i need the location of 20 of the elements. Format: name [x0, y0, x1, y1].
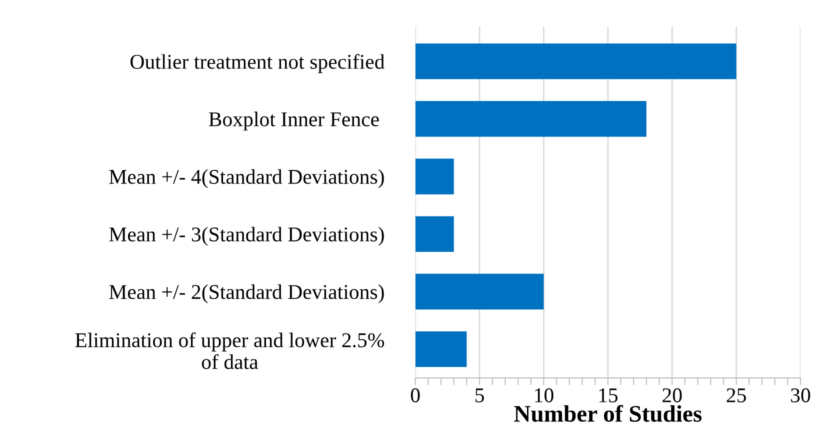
x-tick-label: 0: [410, 388, 420, 402]
y-tick-label: Outlier treatment not specified: [130, 54, 385, 74]
bar: [415, 274, 544, 310]
y-tick-label: Mean +/- 2(Standard Deviations): [109, 284, 384, 304]
x-tick-label: 30: [791, 388, 810, 402]
x-tick-label: 10: [535, 388, 554, 402]
y-tick-label: Mean +/- 3(Standard Deviations): [109, 226, 384, 246]
x-tick-label: 5: [476, 388, 484, 402]
y-tick-label: Mean +/- 4(Standard Deviations): [109, 169, 384, 188]
y-tick-label: Boxplot Inner Fence: [208, 112, 379, 131]
bar: [415, 331, 467, 368]
x-tick-label: 25: [726, 388, 746, 402]
bar: [415, 43, 736, 80]
x-tick-label: 15: [599, 388, 618, 402]
bar: [415, 101, 646, 137]
y-tick-label: Elimination of upper and lower 2.5% of data: [75, 332, 384, 370]
bar: [415, 158, 454, 194]
x-tick-label: 20: [662, 388, 682, 402]
x-axis-title: Number of Studies: [514, 404, 702, 422]
bar: [415, 216, 454, 252]
